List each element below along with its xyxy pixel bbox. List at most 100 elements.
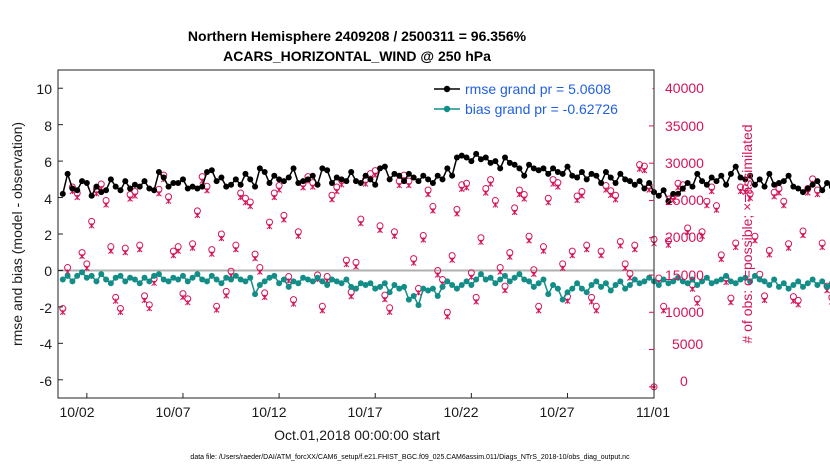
- bias-point: [574, 280, 581, 287]
- rmse-point: [593, 172, 600, 179]
- obs-assimilated-point: [478, 239, 484, 246]
- obs-assimilated-point: [689, 286, 696, 293]
- obs-assimilated-point: [545, 199, 552, 206]
- obs-assimilated-point: [430, 208, 436, 214]
- obs-assimilated-point: [88, 222, 95, 229]
- obs-assimilated-point: [665, 242, 672, 249]
- rmse-point: [112, 183, 119, 190]
- bias-point: [160, 276, 167, 283]
- bias-point: [300, 274, 307, 281]
- bias-point: [175, 276, 182, 283]
- obs-assimilated-point: [175, 248, 182, 254]
- bias-point: [117, 272, 124, 279]
- rmse-point: [122, 178, 129, 185]
- rmse-point: [199, 183, 206, 190]
- obs-assimilated-point: [444, 313, 451, 320]
- rmse-point: [617, 170, 624, 177]
- obs-assimilated-point: [189, 245, 196, 252]
- rmse-point: [559, 170, 566, 177]
- obs-assimilated-point: [319, 307, 326, 314]
- bias-point: [545, 291, 552, 298]
- rmse-point: [526, 161, 533, 168]
- rmse-point: [410, 174, 417, 181]
- rmse-point: [751, 181, 758, 188]
- bias-point: [362, 282, 369, 289]
- rmse-point: [742, 176, 749, 183]
- obs-assimilated-point: [276, 187, 282, 193]
- bias-point: [809, 276, 816, 283]
- bias-point: [780, 280, 787, 287]
- right-tick-label: 25000: [665, 192, 704, 208]
- obs-assimilated-point: [333, 188, 340, 195]
- rmse-point: [444, 165, 451, 172]
- obs-assimilated-point: [588, 298, 595, 305]
- bias-point: [194, 271, 201, 278]
- rmse-point: [631, 181, 638, 188]
- bias-point: [107, 280, 114, 287]
- rmse-point: [578, 169, 585, 176]
- obs-assimilated-point: [603, 187, 609, 193]
- rmse-point: [824, 179, 830, 186]
- rmse-point: [401, 178, 408, 185]
- rmse-point: [324, 167, 331, 174]
- rmse-point: [723, 181, 730, 188]
- bias-point: [526, 278, 533, 285]
- bias-point: [429, 285, 436, 292]
- bias-point: [665, 280, 672, 287]
- bias-point: [232, 272, 239, 279]
- bias-point: [588, 282, 595, 289]
- obs-assimilated-point: [386, 309, 393, 316]
- right-tick-label: 10000: [665, 304, 704, 320]
- obs-assimilated-point: [468, 274, 475, 281]
- rmse-point: [554, 169, 561, 176]
- bias-point: [285, 283, 292, 290]
- rmse-point: [785, 172, 792, 179]
- rmse-point: [117, 187, 124, 194]
- rmse-point: [155, 169, 162, 176]
- obs-assimilated-point: [449, 257, 455, 263]
- obs-assimilated-point: [559, 265, 566, 272]
- bias-point: [775, 283, 782, 290]
- rmse-point: [434, 172, 441, 179]
- bias-point: [415, 302, 422, 309]
- bias-point: [179, 272, 186, 279]
- bias-point: [727, 278, 734, 285]
- obs-assimilated-point: [184, 299, 191, 306]
- bias-point: [530, 283, 537, 290]
- x-tick-label: 10/17: [347, 404, 382, 420]
- rmse-point: [708, 174, 715, 181]
- obs-assimilated-point: [732, 244, 739, 251]
- left-tick-label: 4: [44, 191, 52, 207]
- obs-assimilated-point: [122, 249, 129, 256]
- bias-point: [771, 276, 778, 283]
- obs-assimilated-point: [785, 245, 792, 252]
- rmse-point: [309, 172, 316, 179]
- obs-assimilated-point: [487, 181, 494, 187]
- bias-point: [742, 274, 749, 281]
- obs-assimilated-point: [627, 275, 633, 281]
- rmse-point: [535, 167, 542, 174]
- bias-point: [208, 272, 215, 279]
- obs-assimilated-point: [357, 220, 364, 227]
- bias-point: [511, 274, 518, 281]
- bias-point: [468, 282, 475, 289]
- rmse-point: [252, 183, 259, 190]
- bias-point: [146, 278, 153, 285]
- bias-point: [79, 269, 86, 276]
- rmse-point: [598, 179, 605, 186]
- bias-point: [189, 274, 196, 281]
- bias-point: [458, 282, 465, 289]
- left-tick-label: 8: [44, 118, 52, 134]
- bias-point: [641, 278, 648, 285]
- obs-assimilated-point: [458, 186, 465, 193]
- rmse-point: [232, 176, 239, 183]
- rmse-point: [98, 189, 105, 196]
- bias-point: [800, 283, 806, 290]
- rmse-point: [747, 172, 754, 179]
- chart-title-line2: ACARS_HORIZONTAL_WIND @ 250 hPa: [223, 48, 491, 64]
- bias-point: [377, 283, 384, 290]
- bias-point: [626, 282, 633, 289]
- rmse-point: [482, 154, 489, 161]
- bias-series-markers: [59, 269, 830, 309]
- rmse-point: [280, 178, 287, 185]
